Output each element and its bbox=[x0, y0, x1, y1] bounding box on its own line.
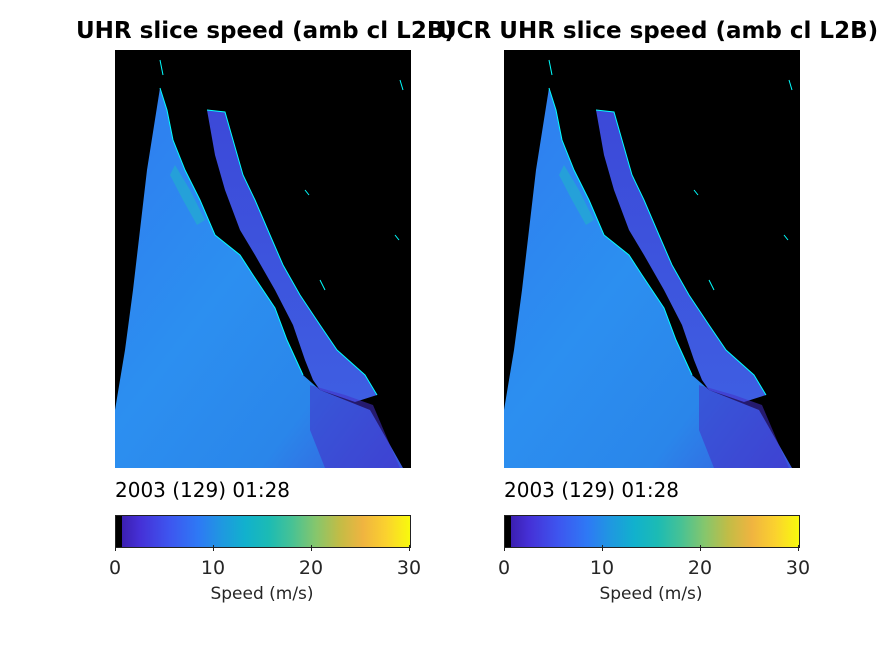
left-colorbar-tick-label: 0 bbox=[108, 557, 122, 579]
left-colorbar-tick bbox=[409, 545, 410, 551]
right-colorbar-tick bbox=[602, 545, 603, 551]
left-colorbar-tick-label: 10 bbox=[200, 557, 226, 579]
left-colorbar-tick bbox=[213, 545, 214, 551]
right-colorbar-tick-label: 20 bbox=[687, 557, 713, 579]
right-colorbar-tick-label: 10 bbox=[589, 557, 615, 579]
left-colorbar-tick bbox=[115, 545, 116, 551]
right-colorbar-tick-label: 0 bbox=[497, 557, 511, 579]
right-timestamp: 2003 (129) 01:28 bbox=[504, 478, 680, 502]
left-panel-title: UHR slice speed (amb cl L2B) bbox=[76, 18, 455, 44]
left-colorbar-tick-label: 30 bbox=[396, 557, 422, 579]
right-colorbar-tick-label: 30 bbox=[785, 557, 811, 579]
left-colorbar-label: Speed (m/s) bbox=[210, 584, 314, 604]
left-colorbar bbox=[115, 515, 411, 548]
left-colorbar-tick-label: 20 bbox=[298, 557, 324, 579]
right-panel-title: UCR UHR slice speed (amb cl L2B) bbox=[438, 18, 879, 44]
right-colorbar-label: Speed (m/s) bbox=[599, 584, 703, 604]
right-speed-map bbox=[504, 50, 800, 468]
right-colorbar-tick bbox=[504, 545, 505, 551]
right-colorbar bbox=[504, 515, 800, 548]
left-speed-image bbox=[115, 59, 404, 468]
right-speed-image bbox=[504, 59, 793, 468]
left-speed-map bbox=[115, 50, 411, 468]
left-colorbar-tick bbox=[311, 545, 312, 551]
right-colorbar-tick bbox=[798, 545, 799, 551]
right-colorbar-tick bbox=[700, 545, 701, 551]
left-timestamp: 2003 (129) 01:28 bbox=[115, 478, 291, 502]
